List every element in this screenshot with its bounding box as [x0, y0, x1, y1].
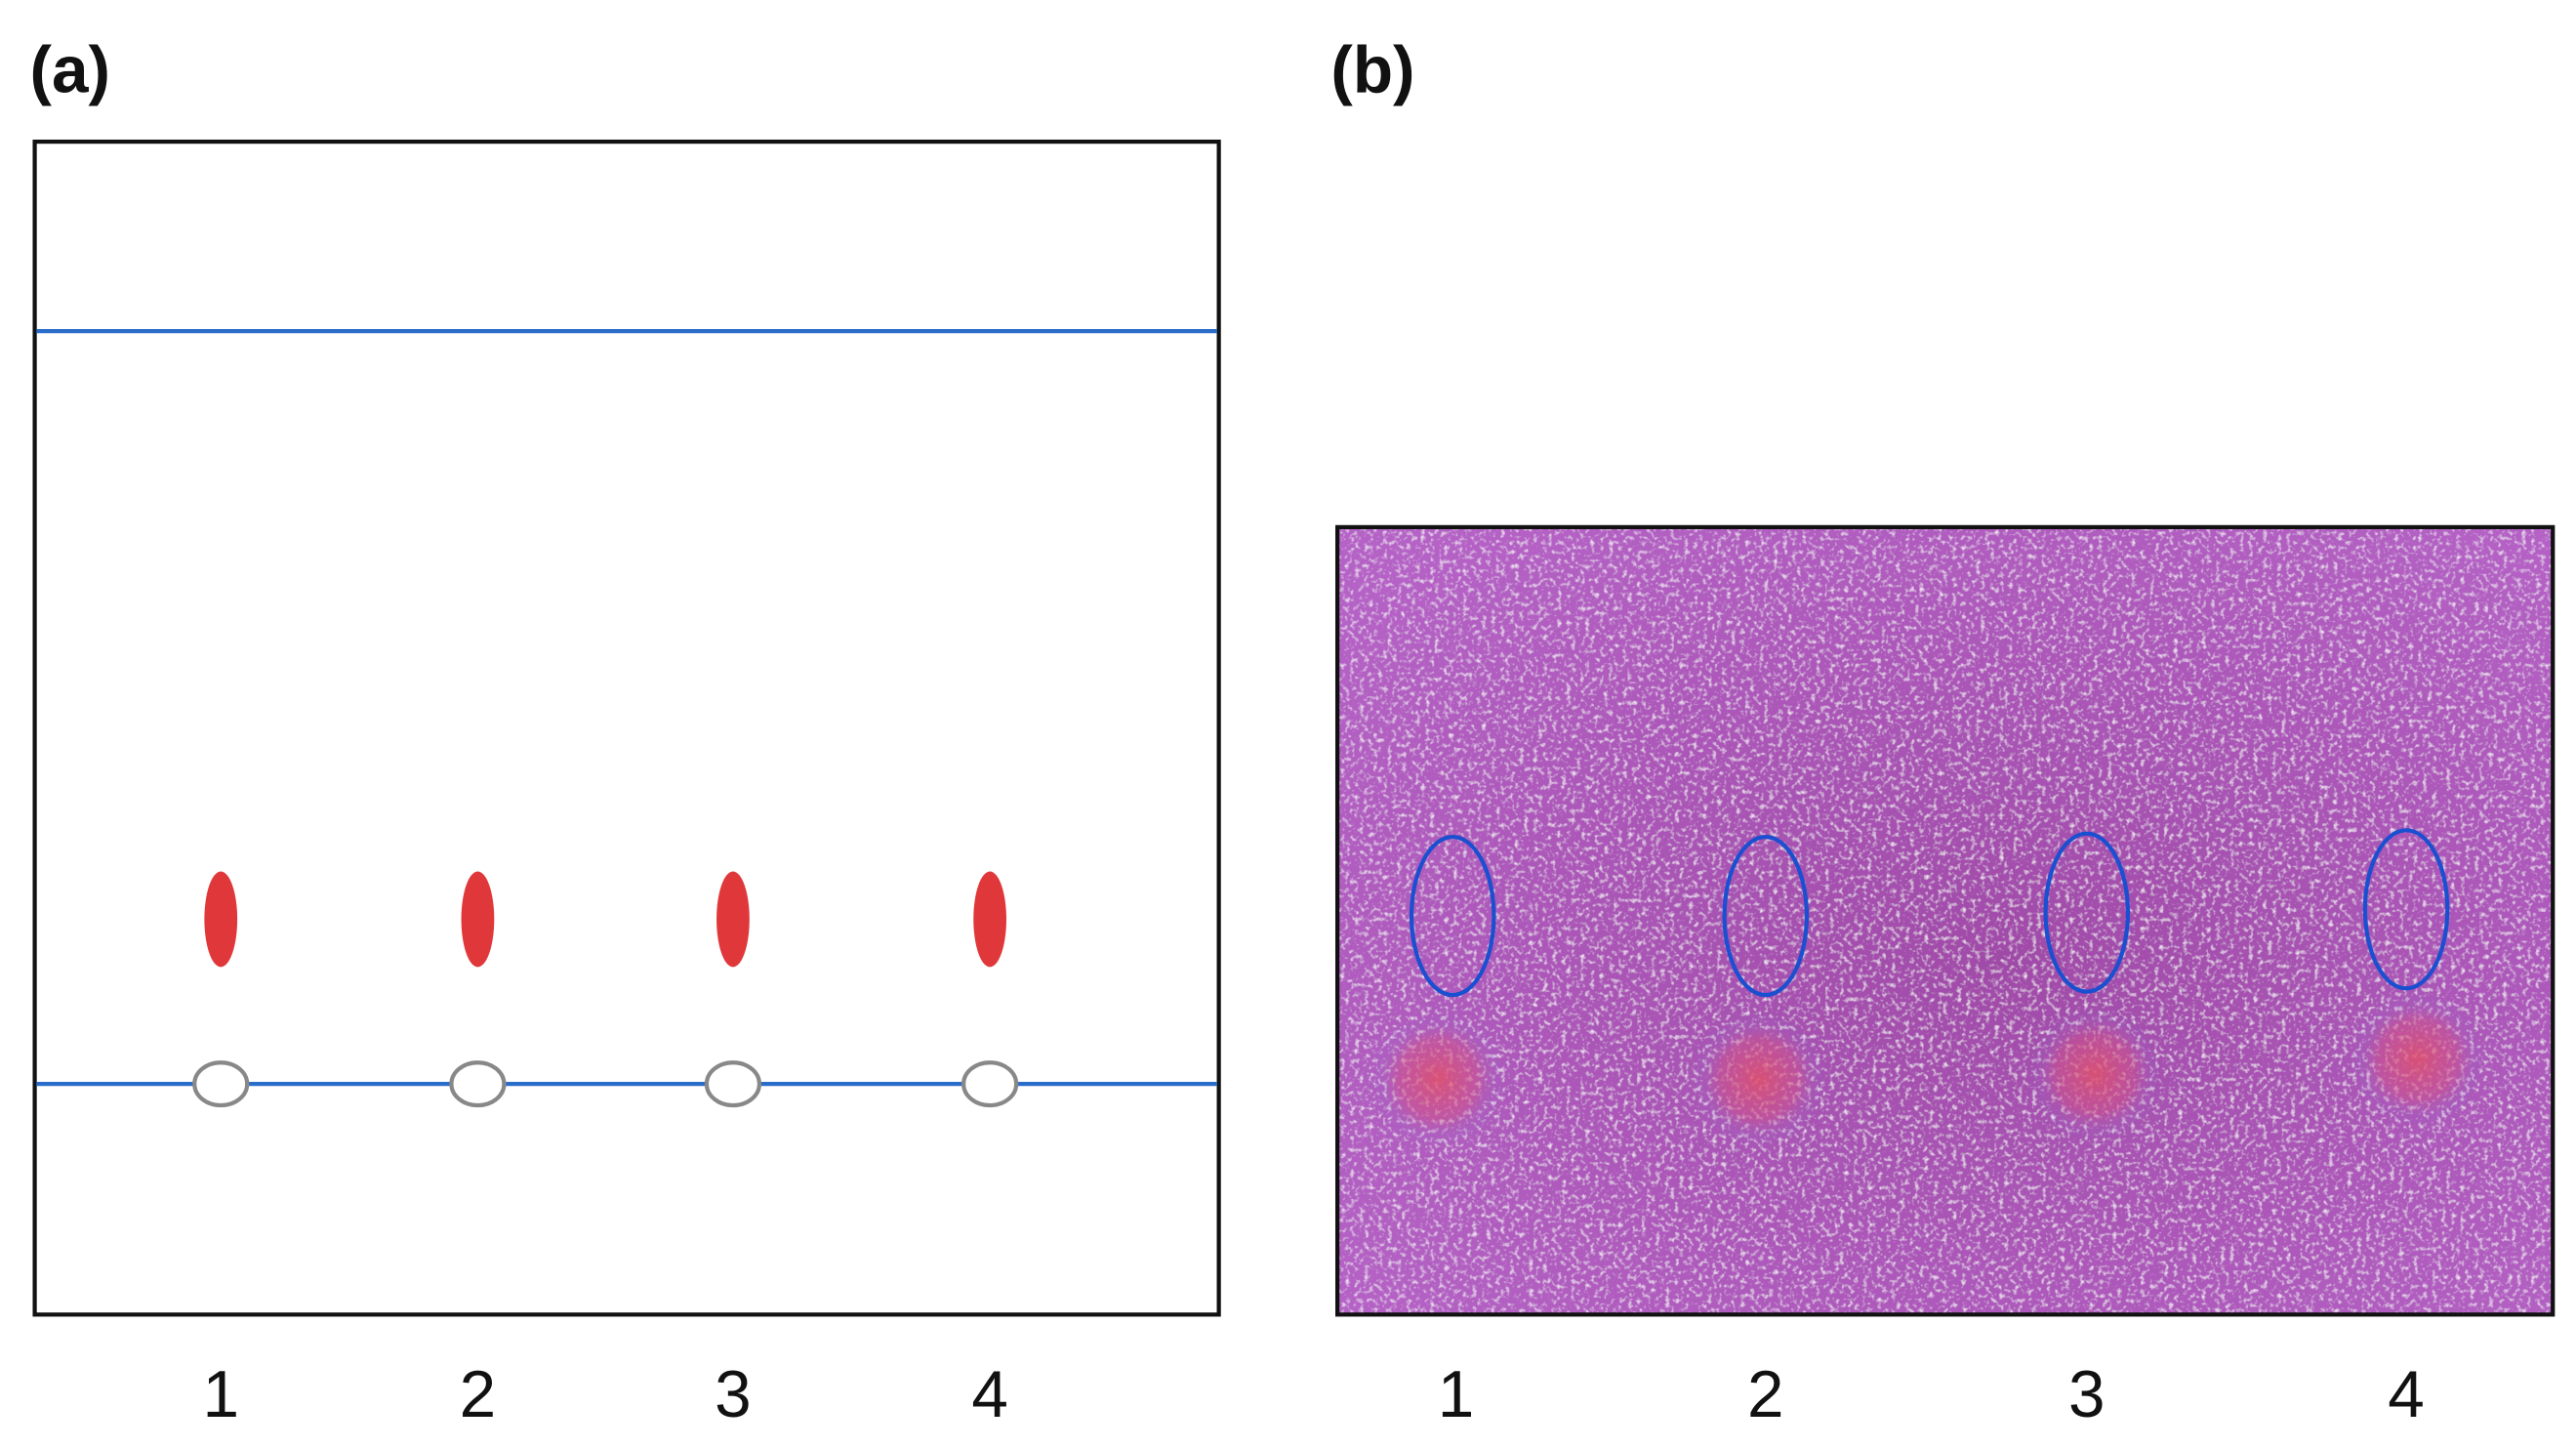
lane-label: 4: [971, 1358, 1008, 1431]
lane-label: 3: [715, 1358, 752, 1431]
panel-b: (b) 1 2 3 4: [1330, 33, 2556, 1431]
stain: [2351, 993, 2484, 1126]
plate-outline: [32, 139, 1221, 1317]
origins: [192, 1060, 1019, 1108]
plate-outline: [1335, 524, 2556, 1317]
highlight-ellipse: [2043, 831, 2131, 994]
origin: [449, 1060, 507, 1108]
spots: [204, 871, 1006, 968]
origin: [192, 1060, 250, 1108]
panel-label: (b): [1330, 33, 1414, 106]
highlight-ellipse: [1722, 834, 1810, 998]
panel-label: (a): [30, 33, 110, 106]
highlights: [1409, 828, 2450, 998]
lane-label: 2: [1747, 1358, 1784, 1431]
lane-label: 3: [2068, 1358, 2106, 1431]
plate-photo: [1335, 524, 2556, 1317]
lane-label: 4: [2388, 1358, 2425, 1431]
lane-label: 2: [460, 1358, 497, 1431]
spot: [204, 871, 238, 968]
highlight-ellipse: [2362, 828, 2450, 991]
plate-background: [1337, 526, 2554, 1315]
stain: [1371, 1013, 1504, 1145]
origin: [961, 1060, 1019, 1108]
highlight-ellipse: [1409, 834, 1496, 998]
panel-a: (a) 1 2 3 4: [30, 33, 1221, 1431]
spot: [461, 871, 495, 968]
stain: [2028, 1008, 2161, 1140]
spot: [716, 871, 750, 968]
lane-label: 1: [202, 1358, 239, 1431]
lane-label: 1: [1438, 1358, 1475, 1431]
spot: [973, 871, 1006, 968]
origin: [704, 1060, 762, 1108]
stain: [1693, 1013, 1825, 1145]
